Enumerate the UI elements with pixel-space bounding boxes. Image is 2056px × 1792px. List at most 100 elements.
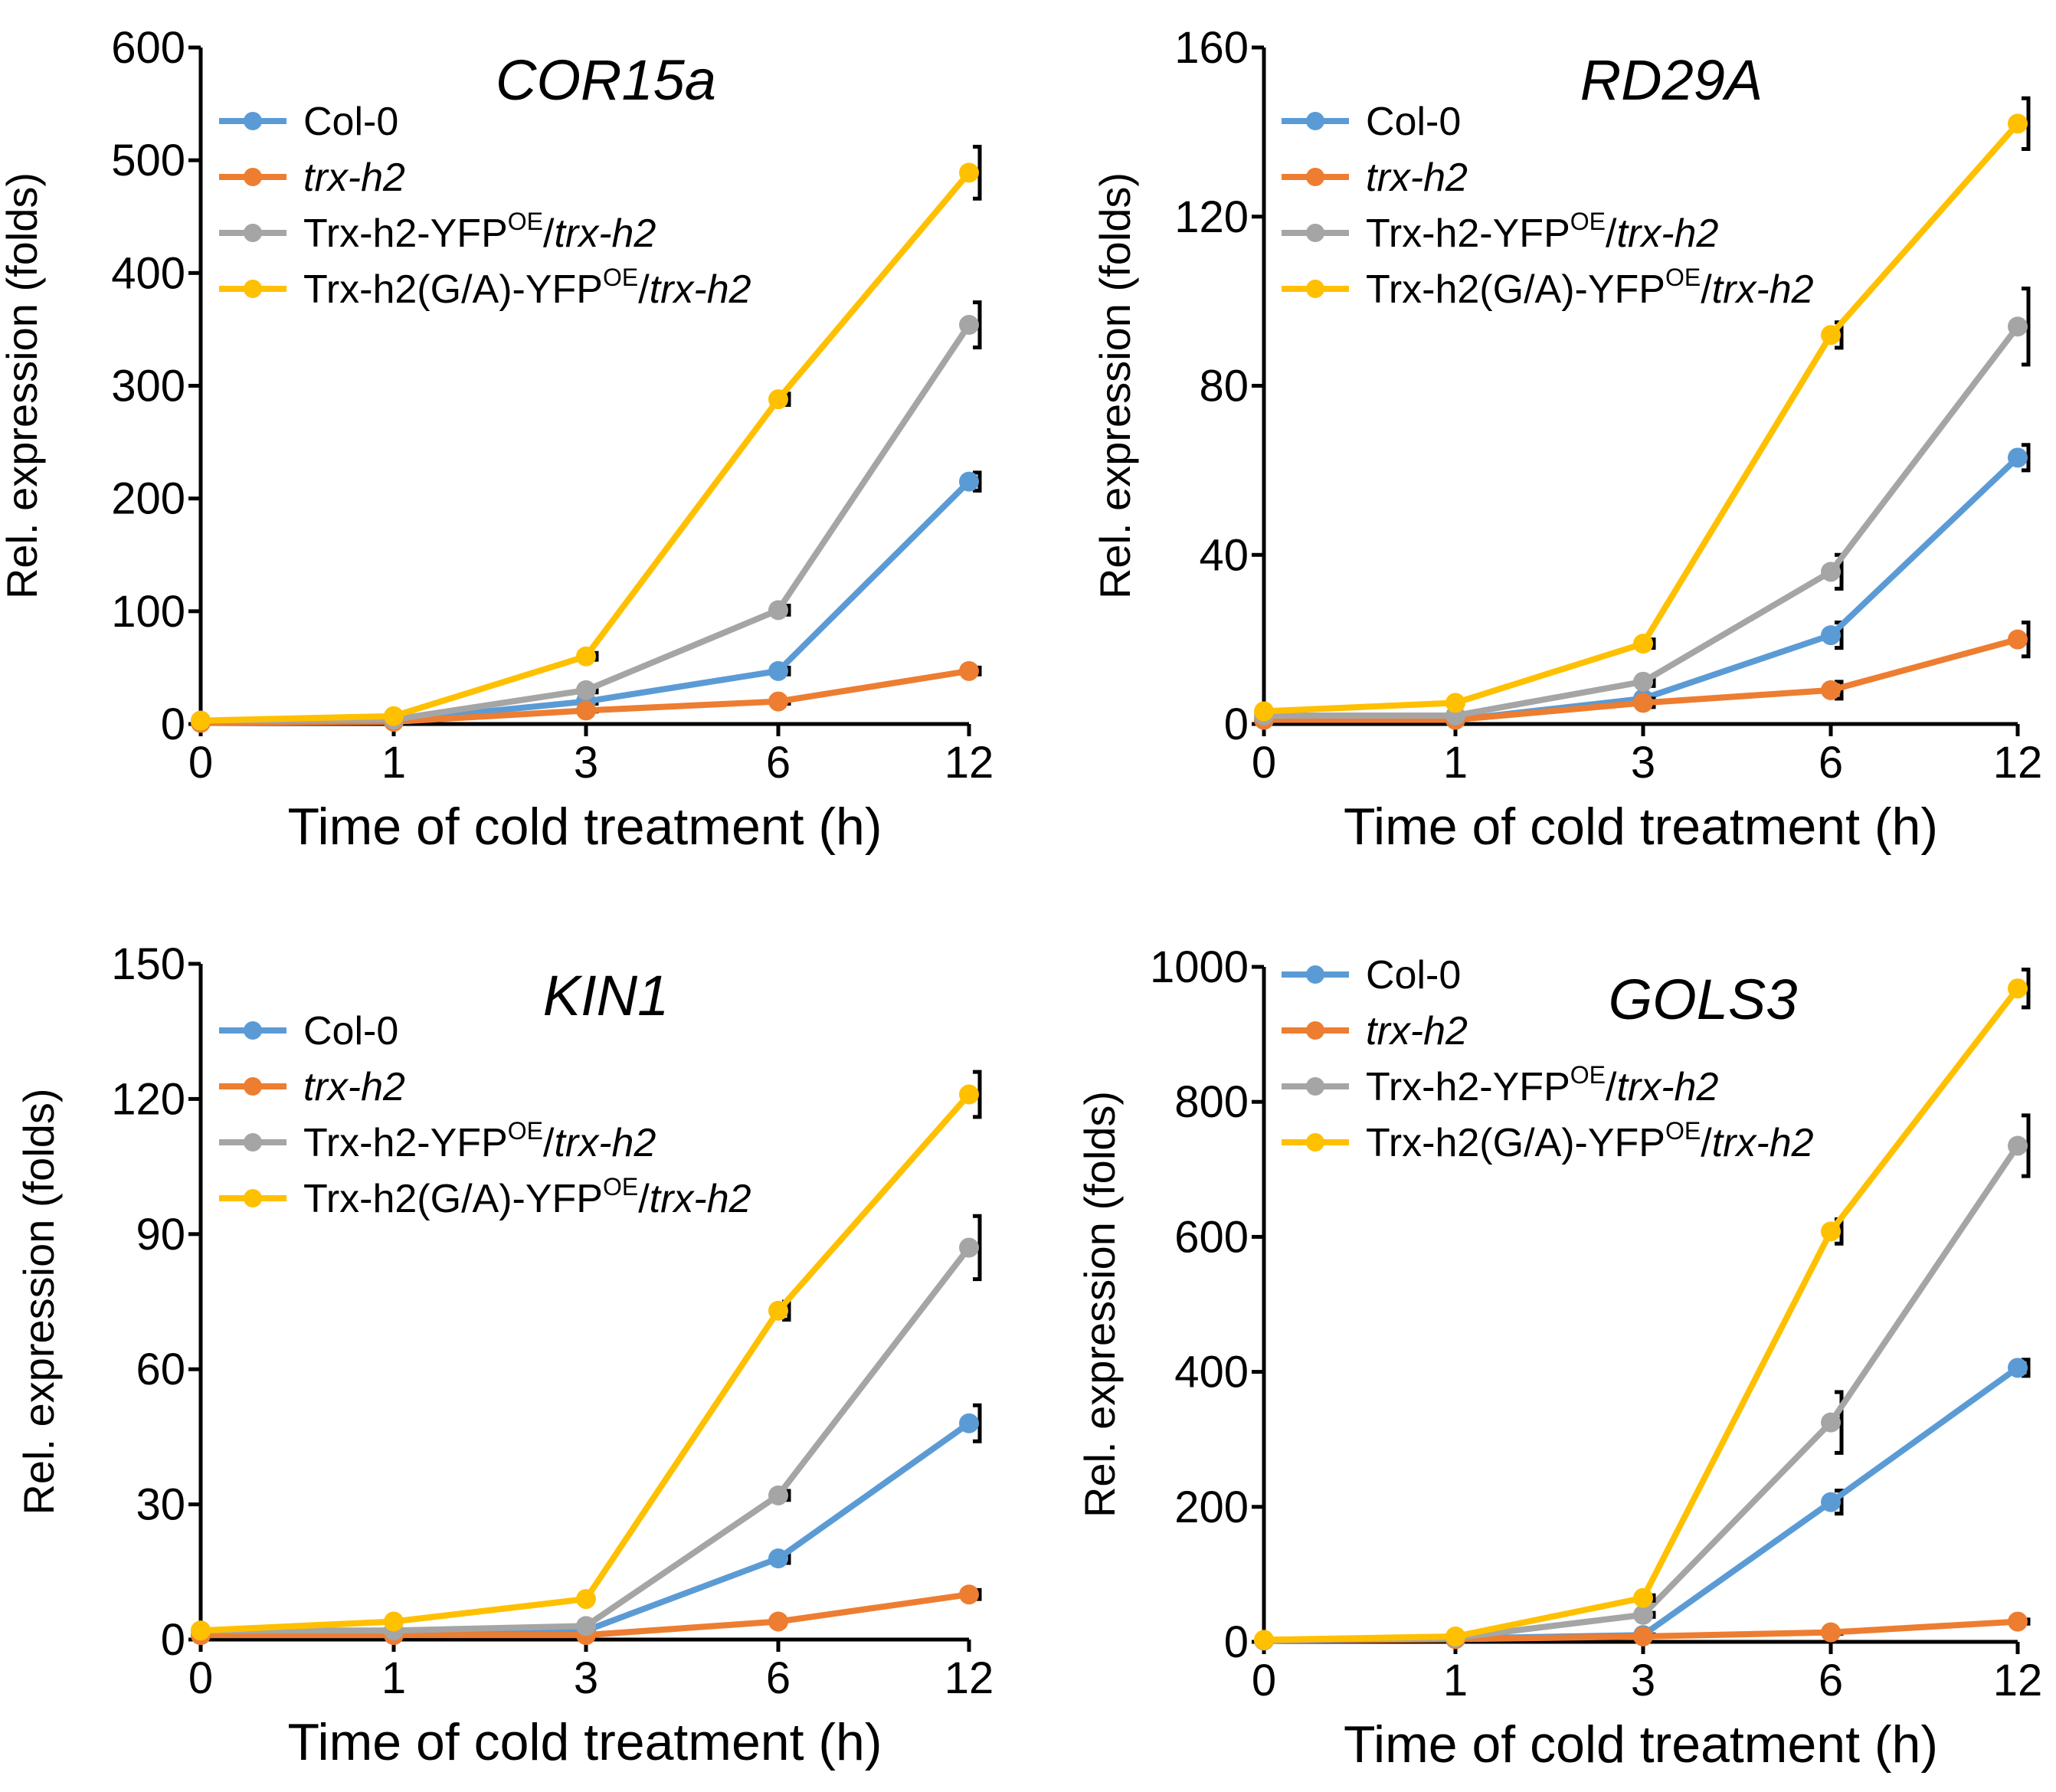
legend-item: Trx-h2-YFPOE/trx-h2: [219, 1117, 656, 1165]
y-tick-label: 40: [1199, 530, 1249, 580]
legend-slash: /: [543, 1121, 555, 1165]
legend-label: Trx-h2(G/A)-YFPOE/trx-h2: [303, 264, 751, 312]
x-tick-label: 6: [766, 738, 791, 788]
series-2: [1254, 1113, 2031, 1651]
legend-text-part: Col-0: [303, 100, 398, 144]
legend-swatch-marker: [1306, 112, 1324, 130]
legend-text-part: Trx-h2-YFP: [1366, 211, 1570, 256]
data-point: [959, 660, 979, 681]
x-tick-label: 0: [188, 738, 213, 788]
legend-item: Col-0: [219, 100, 398, 144]
legend-italic: trx-h2: [1712, 267, 1814, 312]
y-tick-label: 300: [111, 362, 185, 411]
y-tick-label: 100: [111, 587, 185, 637]
data-point: [959, 1237, 979, 1258]
chart-title: GOLS3: [1609, 968, 1798, 1031]
series-3: [191, 1070, 982, 1641]
y-axis-title: Rel. expression (folds): [1091, 172, 1139, 599]
legend-italic: trx-h2: [650, 1177, 751, 1221]
legend-slash: /: [638, 1177, 650, 1221]
data-point: [1445, 1626, 1465, 1646]
error-bar: [1835, 1390, 1844, 1455]
x-tick-label: 3: [574, 1653, 598, 1703]
legend-label: trx-h2: [303, 1065, 405, 1109]
legend: Col-0trx-h2Trx-h2-YFPOE/trx-h2Trx-h2(G/A…: [219, 1009, 751, 1221]
data-point: [576, 646, 596, 667]
legend-label: Trx-h2(G/A)-YFPOE/trx-h2: [1366, 264, 1814, 312]
legend-italic: trx-h2: [1712, 1121, 1814, 1165]
legend-label: Col-0: [303, 1009, 398, 1053]
y-axis-title: Rel. expression (folds): [15, 1088, 63, 1515]
data-point: [768, 600, 788, 621]
series-1: [1254, 621, 2031, 730]
data-point: [1821, 562, 1841, 582]
legend-swatch-marker: [1306, 1133, 1324, 1152]
chart-panel-kin1: 0 30 60 90 120 150 0 1 3 6 12 Time of cold treatmen…: [15, 939, 994, 1771]
data-point: [768, 1611, 788, 1632]
legend-item: Trx-h2-YFPOE/trx-h2: [1282, 208, 1718, 256]
data-point: [1821, 1492, 1841, 1512]
legend-item: Trx-h2(G/A)-YFPOE/trx-h2: [1282, 1117, 1814, 1165]
legend-superscript: OE: [1665, 1117, 1701, 1145]
error-bar: [2022, 287, 2031, 367]
data-point: [959, 471, 979, 492]
y-tick-label: 600: [1174, 1212, 1249, 1262]
x-axis-title: Time of cold treatment (h): [288, 1713, 882, 1771]
legend-item: trx-h2: [1282, 1009, 1468, 1053]
legend-label: trx-h2: [1366, 156, 1468, 200]
legend-italic: trx-h2: [1616, 211, 1718, 256]
y-tick-label: 80: [1199, 362, 1249, 411]
error-bar: [973, 1214, 982, 1282]
legend-italic: trx-h2: [1366, 156, 1468, 200]
data-point: [576, 1616, 596, 1636]
data-point: [2008, 978, 2028, 999]
data-point: [2008, 1358, 2028, 1378]
legend-superscript: OE: [1570, 208, 1606, 235]
legend-label: Trx-h2-YFPOE/trx-h2: [1366, 208, 1718, 256]
y-tick-label: 60: [136, 1345, 185, 1394]
x-tick-label: 6: [1819, 1656, 1843, 1705]
legend-slash: /: [1701, 1121, 1712, 1165]
y-tick-label: 30: [136, 1480, 185, 1530]
data-point: [191, 1620, 211, 1641]
x-tick-label: 12: [1993, 1656, 2043, 1705]
data-point: [1821, 1622, 1841, 1643]
y-tick-label: 150: [111, 939, 185, 989]
series-line: [1264, 324, 2021, 719]
x-axis-title: Time of cold treatment (h): [1344, 798, 1938, 856]
legend-swatch-marker: [1306, 1077, 1324, 1096]
error-bar: [1835, 621, 1844, 650]
legend-item: trx-h2: [1282, 156, 1468, 200]
error-bar: [973, 1403, 982, 1443]
error-bar: [2022, 1113, 2031, 1178]
data-point: [2008, 1135, 2028, 1156]
legend-text-part: Trx-h2(G/A)-YFP: [1366, 267, 1665, 312]
legend-label: Col-0: [1366, 953, 1461, 998]
series-3: [1254, 968, 2031, 1650]
data-point: [2008, 629, 2028, 650]
y-tick-label: 0: [1224, 699, 1249, 749]
legend-superscript: OE: [603, 1173, 638, 1201]
legend-label: Trx-h2(G/A)-YFPOE/trx-h2: [1366, 1117, 1814, 1165]
legend-item: Col-0: [1282, 953, 1461, 998]
legend-italic: trx-h2: [1616, 1065, 1718, 1109]
legend-superscript: OE: [1570, 1061, 1606, 1089]
data-point: [1821, 325, 1841, 346]
legend-item: Col-0: [1282, 100, 1461, 144]
legend-swatch-marker: [1306, 1021, 1324, 1040]
data-point: [576, 700, 596, 721]
data-point: [1254, 701, 1274, 722]
data-point: [768, 1485, 788, 1505]
data-point: [1254, 1630, 1274, 1650]
legend-swatch-marker: [1306, 280, 1324, 298]
legend-italic: trx-h2: [303, 156, 405, 200]
y-tick-label: 0: [161, 1615, 185, 1665]
data-point: [959, 1084, 979, 1105]
data-point: [384, 1611, 404, 1632]
x-tick-label: 1: [1443, 1656, 1468, 1705]
chart-title: RD29A: [1580, 48, 1763, 112]
x-tick-label: 1: [381, 1653, 406, 1703]
data-point: [1821, 1412, 1841, 1433]
legend-item: Trx-h2-YFPOE/trx-h2: [1282, 1061, 1718, 1109]
x-tick-label: 12: [945, 738, 994, 788]
